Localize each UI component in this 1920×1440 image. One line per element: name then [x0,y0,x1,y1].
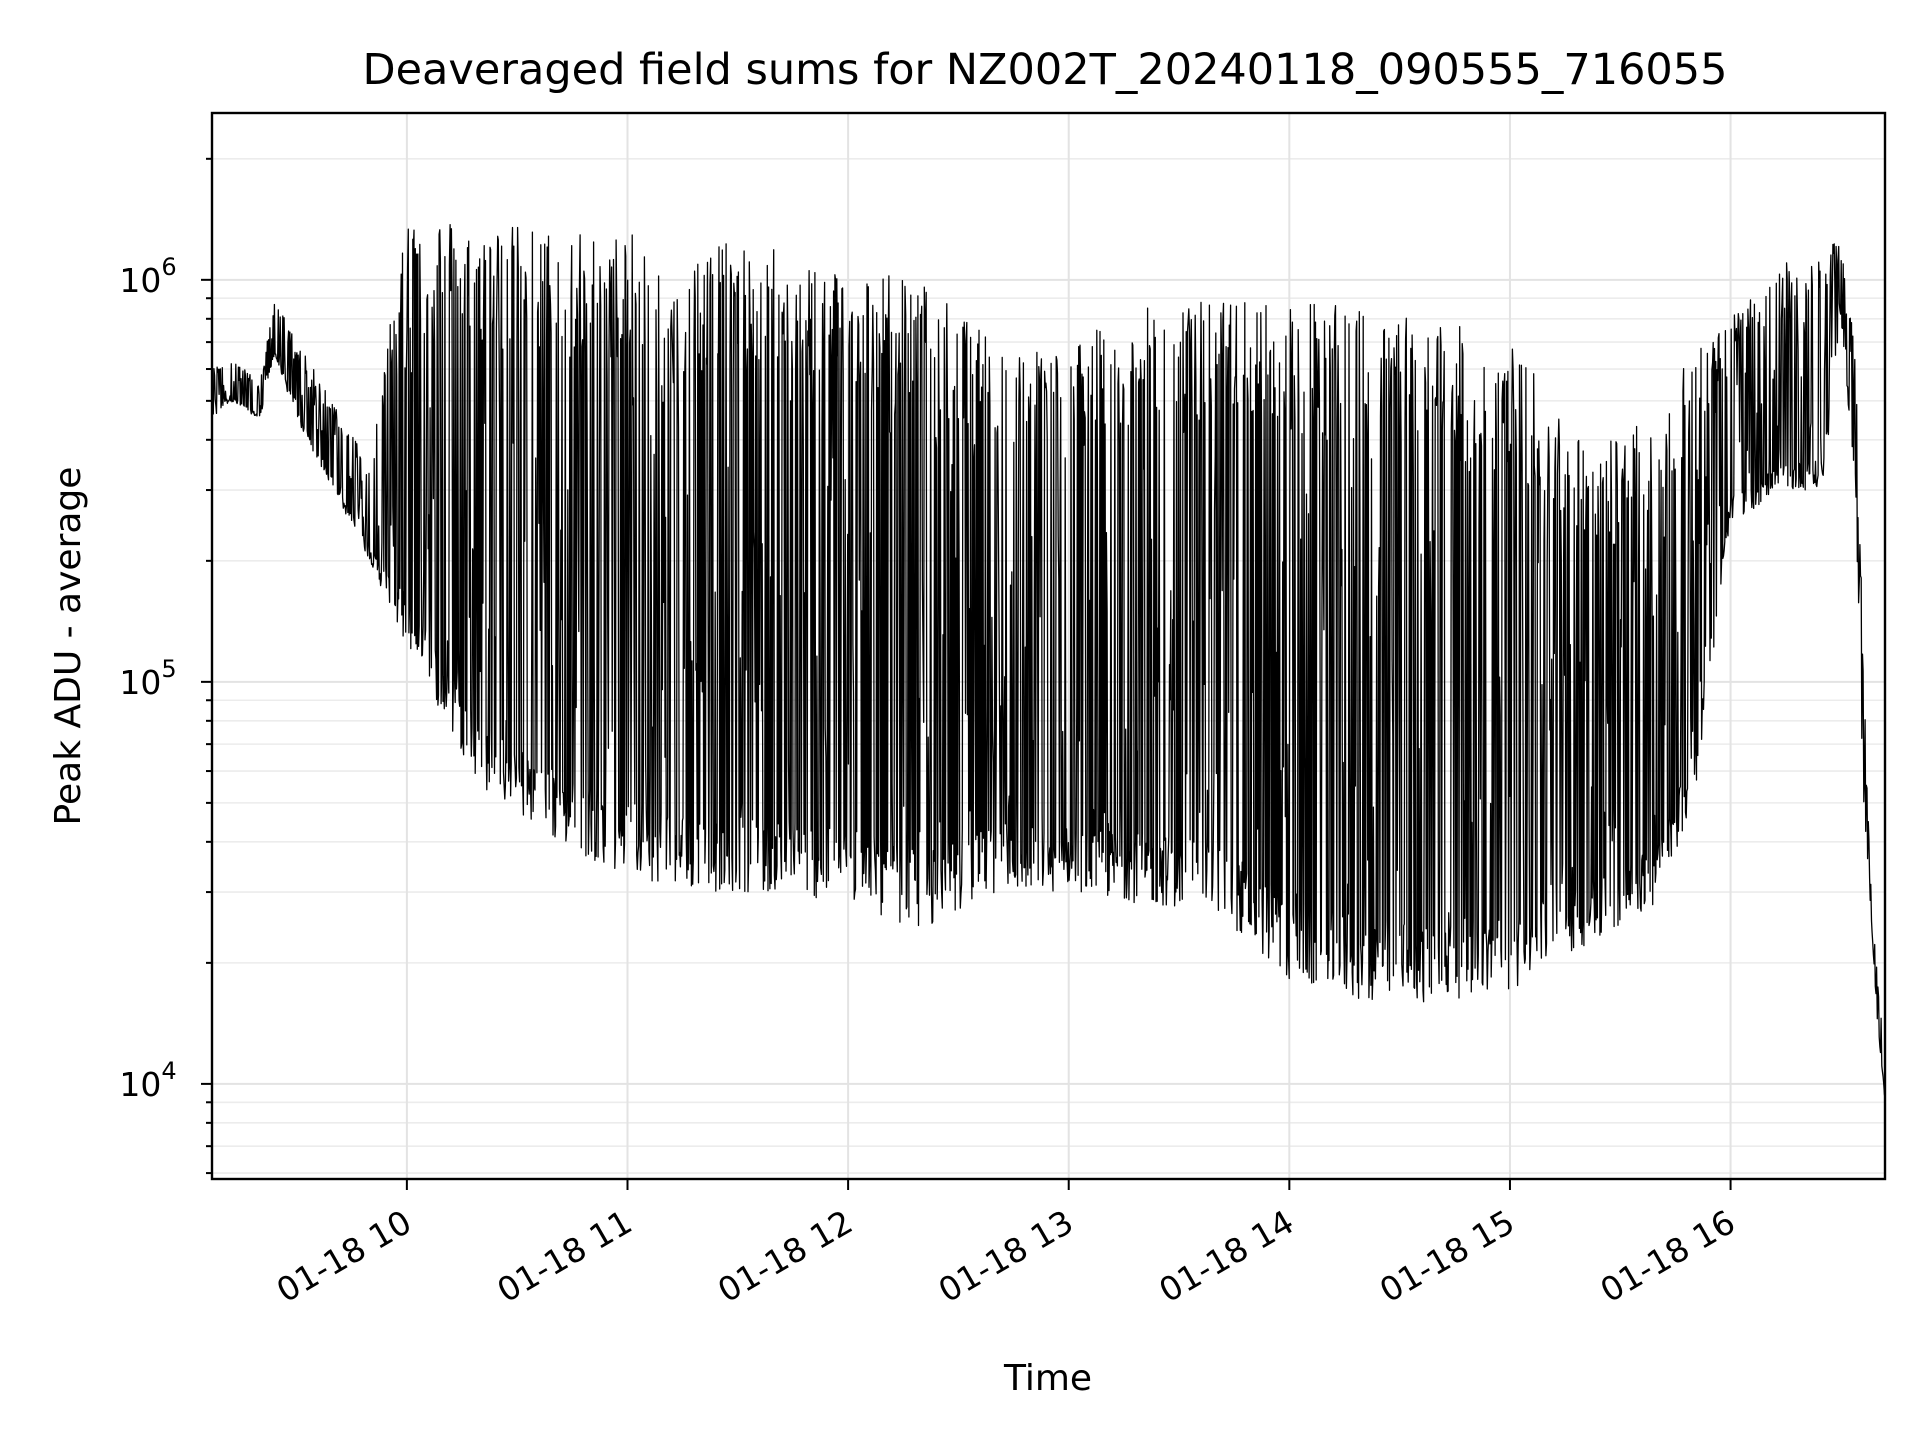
x-axis-label: Time [1003,1358,1092,1399]
plot-frame [210,111,1887,1181]
x-tick-label: 01-18 15 [1373,1202,1521,1310]
y-tick-label-base: 10 [119,663,161,702]
x-tick-label: 01-18 12 [711,1202,859,1310]
x-tick-label: 01-18 16 [1594,1202,1742,1310]
x-tick-label: 01-18 11 [490,1202,638,1310]
x-tick-label: 01-18 14 [1152,1202,1300,1310]
y-tick-label-exponent: 6 [161,253,176,281]
data-layer [211,224,1886,1099]
y-axis-label: Peak ADU - average [48,467,89,826]
x-tick-label: 01-18 13 [932,1202,1080,1310]
y-tick-label-base: 10 [119,1065,161,1104]
y-tick-label: 104 [119,1057,176,1104]
y-tick-label-base: 10 [119,261,161,300]
y-tick-label: 105 [119,655,176,702]
series-line [211,224,1886,1099]
chart-title: Deaveraged field sums for NZ002T_2024011… [362,45,1727,95]
y-tick-label-exponent: 5 [161,655,176,683]
y-tick-label: 106 [119,253,176,300]
x-tick-label: 01-18 10 [270,1202,418,1310]
y-tick-label-exponent: 4 [161,1057,176,1085]
